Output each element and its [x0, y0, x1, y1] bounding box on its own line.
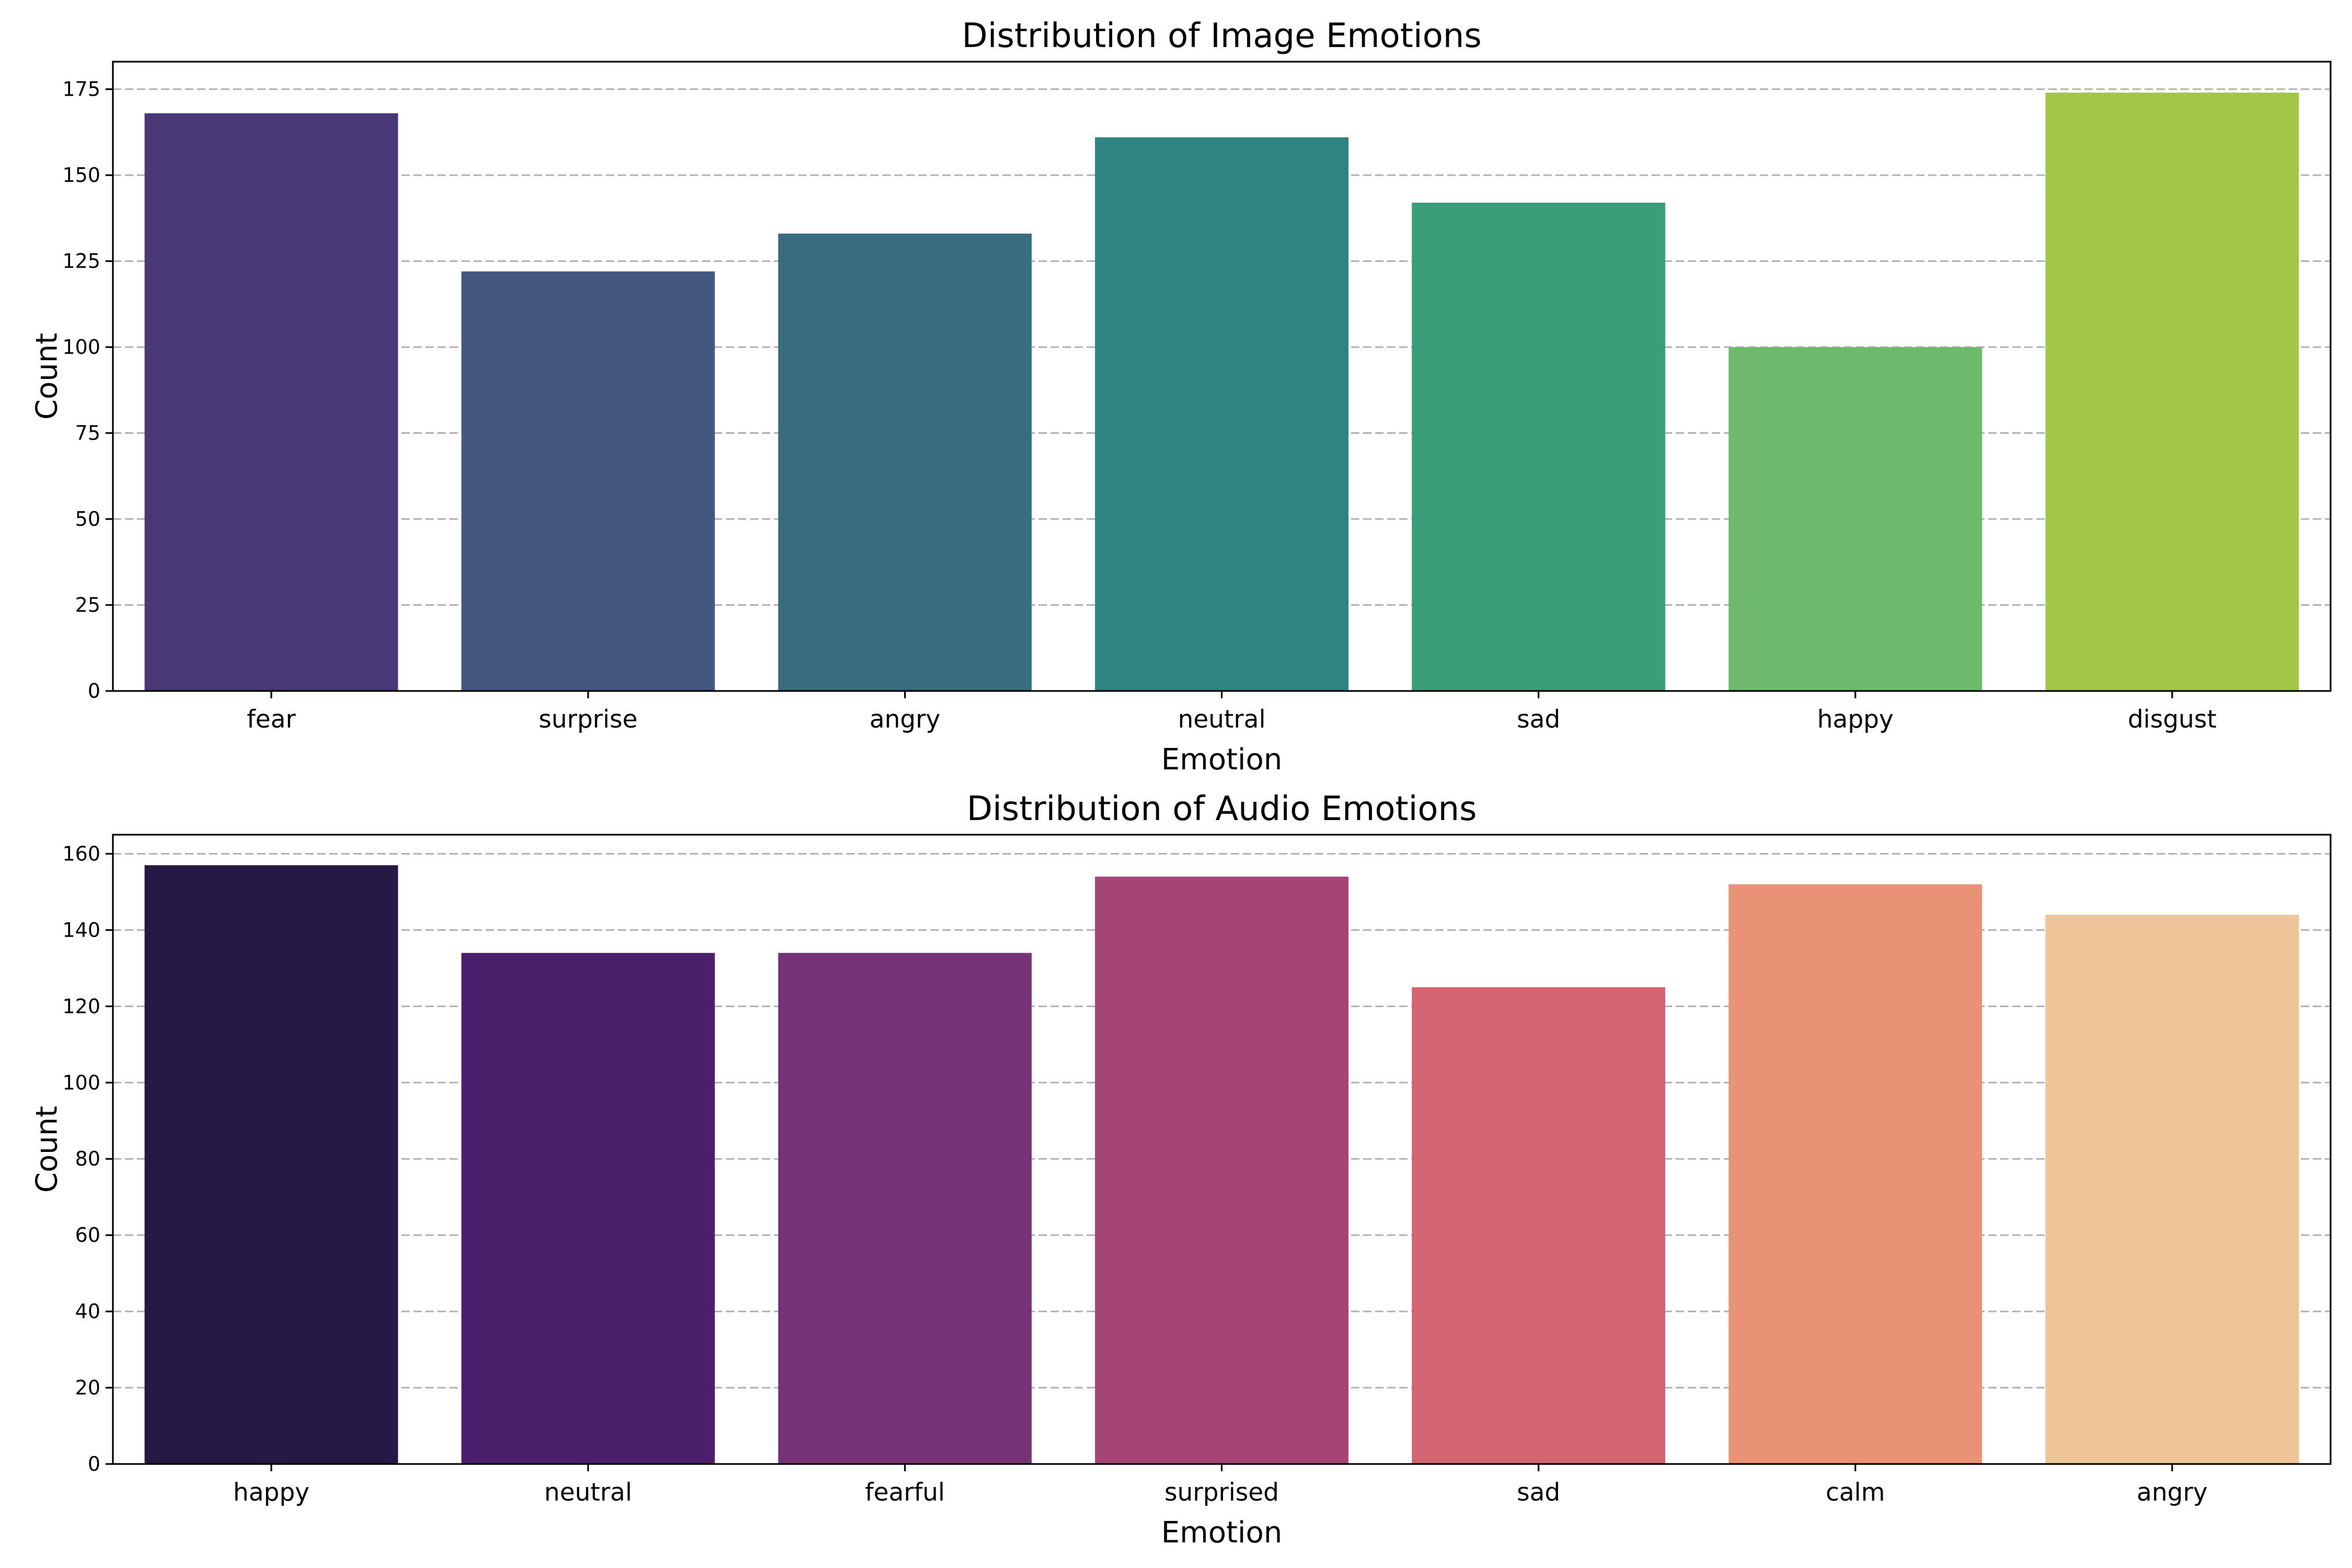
ytick-label: 125 — [62, 250, 100, 273]
xtick-label-fear: fear — [247, 705, 296, 734]
xtick-label-happy: happy — [1817, 705, 1894, 734]
ytick-label: 0 — [88, 679, 100, 702]
xtick-label-sad: sad — [1517, 1478, 1560, 1507]
xtick-label-neutral: neutral — [544, 1478, 632, 1507]
xtick-label-neutral: neutral — [1178, 705, 1265, 734]
xtick-label-surprise: surprise — [539, 705, 638, 734]
ytick-label: 100 — [62, 336, 100, 359]
y-axis-label: Count — [30, 333, 64, 420]
xtick-label-sad: sad — [1517, 705, 1560, 734]
ytick-label: 25 — [75, 594, 100, 617]
ytick-label: 80 — [75, 1147, 100, 1170]
bar-sad — [1412, 987, 1666, 1464]
bar-fearful — [778, 953, 1032, 1464]
bar-angry — [2045, 915, 2299, 1464]
ytick-label: 140 — [62, 918, 100, 941]
ytick-label: 60 — [75, 1224, 100, 1247]
bar-surprise — [461, 271, 715, 691]
bar-calm — [1728, 884, 1982, 1464]
x-axis-label: Emotion — [1161, 1516, 1282, 1550]
ytick-label: 160 — [62, 842, 100, 865]
ytick-label: 150 — [62, 164, 100, 187]
bar-surprised — [1095, 877, 1348, 1464]
bar-happy — [1728, 347, 1982, 691]
bar-happy — [144, 865, 398, 1464]
ytick-label: 75 — [75, 422, 100, 445]
chart-title: Distribution of Audio Emotions — [967, 790, 1477, 828]
y-axis-label: Count — [30, 1106, 64, 1193]
x-axis-label: Emotion — [1161, 743, 1282, 777]
bar-neutral — [461, 953, 715, 1464]
ytick-label: 0 — [88, 1452, 100, 1475]
audio-emotions-chart: 0 20 40 60 80 100 120 140 160 happy neutral fearful… — [30, 790, 2332, 1550]
ytick-label: 175 — [62, 78, 100, 101]
bar-disgust — [2045, 93, 2299, 691]
xtick-label-angry: angry — [2137, 1478, 2208, 1507]
bar-neutral — [1095, 137, 1348, 691]
ytick-label: 20 — [75, 1376, 100, 1399]
bar-sad — [1412, 202, 1666, 691]
ytick-label: 120 — [62, 995, 100, 1018]
xtick-label-calm: calm — [1826, 1478, 1885, 1507]
xtick-label-surprised: surprised — [1165, 1478, 1279, 1507]
ytick-label: 50 — [75, 508, 100, 531]
chart-title: Distribution of Image Emotions — [962, 17, 1481, 55]
bar-fear — [144, 113, 398, 691]
xtick-label-fearful: fearful — [865, 1478, 945, 1507]
xtick-label-happy: happy — [233, 1478, 309, 1507]
bar-angry — [778, 233, 1032, 691]
image-emotions-chart: 0 25 50 75 100 125 150 175 fear surprise angry neut… — [30, 17, 2332, 777]
xtick-label-angry: angry — [870, 705, 941, 734]
ytick-label: 40 — [75, 1300, 100, 1323]
xtick-label-disgust: disgust — [2128, 705, 2217, 734]
ytick-label: 100 — [62, 1071, 100, 1094]
